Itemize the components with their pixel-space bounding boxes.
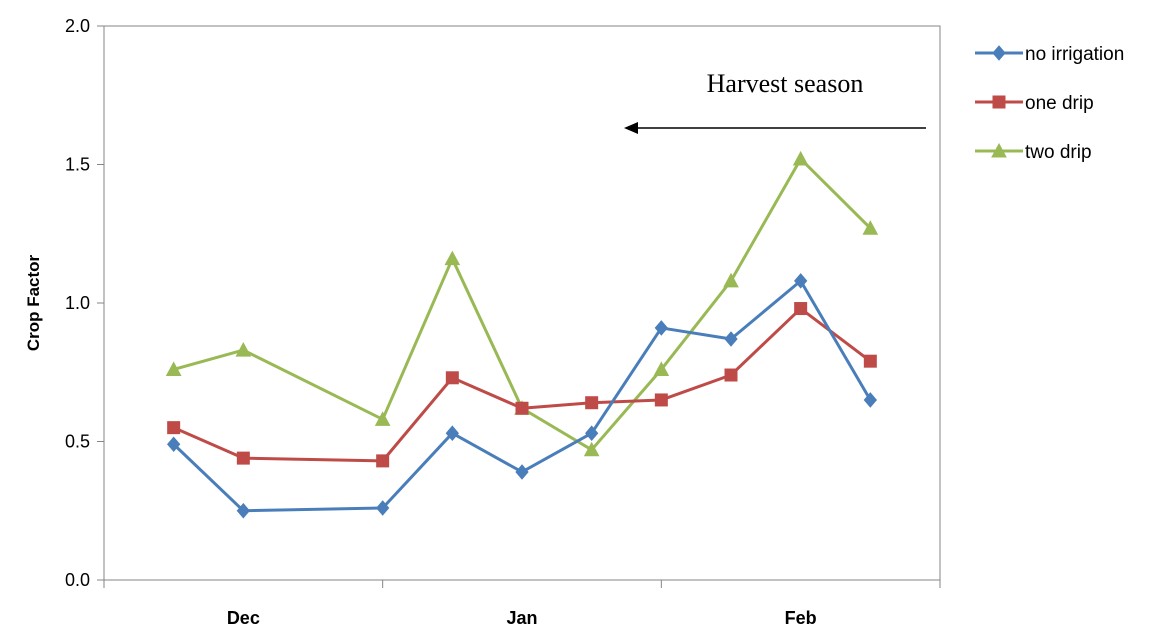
x-month-label: Dec — [227, 608, 260, 628]
data-point-diamond — [992, 45, 1006, 61]
x-month-label: Feb — [785, 608, 817, 628]
data-point-square — [992, 95, 1006, 109]
data-point-square — [515, 401, 529, 415]
series-one-drip — [167, 302, 877, 468]
data-point-diamond — [863, 392, 877, 408]
series-line — [173, 307, 872, 463]
series-line — [172, 279, 872, 513]
series-line — [173, 157, 872, 452]
data-point-square — [236, 451, 250, 465]
data-point-diamond — [724, 331, 738, 347]
data-point-diamond — [236, 502, 250, 519]
data-point-diamond — [376, 500, 390, 516]
data-point-square — [585, 396, 599, 410]
data-point-triangle — [991, 142, 1007, 158]
x-axis: Dec Jan Feb — [103, 580, 941, 628]
y-tick-label: 2.0 — [65, 16, 90, 36]
legend-item: two drip — [975, 142, 1092, 163]
data-point-square — [376, 454, 390, 468]
data-point-diamond — [167, 436, 181, 453]
y-tick-label: 1.0 — [65, 293, 90, 313]
data-point-triangle — [792, 150, 809, 166]
y-axis: 0.0 0.5 1.0 1.5 2.0 — [65, 16, 104, 590]
data-point-diamond — [445, 425, 459, 441]
data-point-diamond — [794, 273, 808, 289]
legend-item: no irrigation — [975, 44, 1124, 65]
data-point-square — [863, 354, 877, 368]
y-axis-title: Crop Factor — [24, 254, 43, 351]
annotation-arrow-head — [624, 122, 638, 134]
series-no-irrigation — [167, 273, 877, 519]
y-tick-label: 1.5 — [65, 155, 90, 175]
data-point-square — [724, 368, 738, 382]
data-point-triangle — [235, 342, 252, 357]
legend-label: no irrigation — [1025, 44, 1124, 65]
data-point-square — [167, 421, 181, 435]
data-point-diamond — [654, 320, 668, 336]
data-point-triangle — [444, 250, 461, 266]
data-point-triangle — [862, 220, 879, 235]
data-point-triangle — [165, 361, 182, 376]
data-point-triangle — [374, 411, 391, 426]
data-point-triangle — [583, 441, 600, 457]
data-point-square — [445, 371, 459, 385]
legend-label: two drip — [1025, 142, 1092, 163]
data-point-square — [794, 302, 808, 316]
data-point-square — [654, 393, 668, 407]
legend-item: one drip — [975, 93, 1094, 114]
y-tick-label: 0.0 — [65, 570, 90, 590]
legend: no irrigation one drip two drip — [975, 44, 1124, 163]
annotation: Harvest season — [624, 69, 926, 134]
x-month-label: Jan — [506, 608, 537, 628]
data-point-diamond — [585, 425, 599, 441]
y-tick-label: 0.5 — [65, 432, 90, 452]
legend-label: one drip — [1025, 93, 1094, 114]
series-layer — [165, 150, 879, 519]
annotation-text: Harvest season — [707, 69, 864, 98]
data-point-triangle — [723, 272, 739, 288]
data-point-triangle — [653, 361, 670, 376]
data-point-diamond — [515, 464, 529, 480]
